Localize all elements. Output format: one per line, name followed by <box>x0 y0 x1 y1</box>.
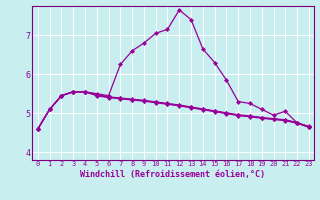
X-axis label: Windchill (Refroidissement éolien,°C): Windchill (Refroidissement éolien,°C) <box>80 170 265 179</box>
